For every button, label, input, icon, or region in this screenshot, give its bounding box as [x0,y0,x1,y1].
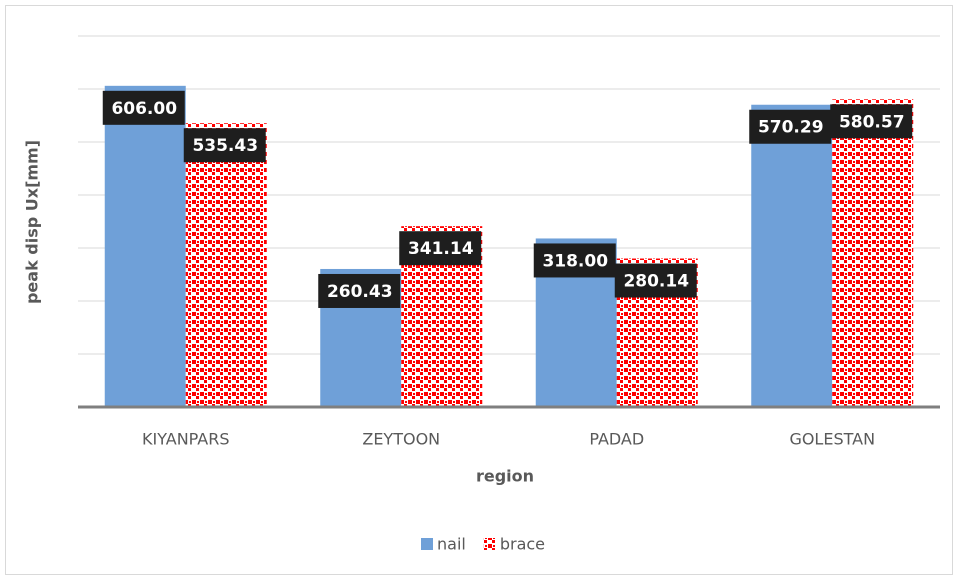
value-label-box [399,231,482,266]
bar [832,99,914,407]
value-label: 341.14 [408,239,474,259]
x-tick-label: GOLESTAN [789,430,875,449]
legend-marker [483,538,496,550]
value-label: 260.43 [327,282,393,302]
value-label: 280.14 [623,272,689,292]
value-label-box [183,128,266,163]
value-label-box [318,273,401,308]
x-axis-title: region [476,467,534,486]
x-tick-label: PADAD [589,430,644,449]
bar [104,85,186,407]
value-label: 318.00 [542,251,608,271]
value-label: 580.57 [839,112,905,132]
x-tick-label: ZEYTOON [362,430,440,449]
value-label-box [102,90,185,125]
bar [751,104,833,407]
chart-border [5,5,953,575]
legend-marker [421,538,433,550]
legend-label: brace [500,535,545,554]
y-axis-title: peak disp Ux[mm] [23,140,42,304]
value-label-box [614,263,697,298]
value-label: 535.43 [192,136,258,156]
bar [185,123,267,407]
x-tick-label: KIYANPARS [142,430,230,449]
value-label: 570.29 [758,118,824,138]
value-label: 606.00 [111,99,177,119]
value-label-box [830,104,913,139]
value-label-box [533,243,616,278]
value-label-box [749,109,832,144]
legend-label: nail [437,535,466,554]
